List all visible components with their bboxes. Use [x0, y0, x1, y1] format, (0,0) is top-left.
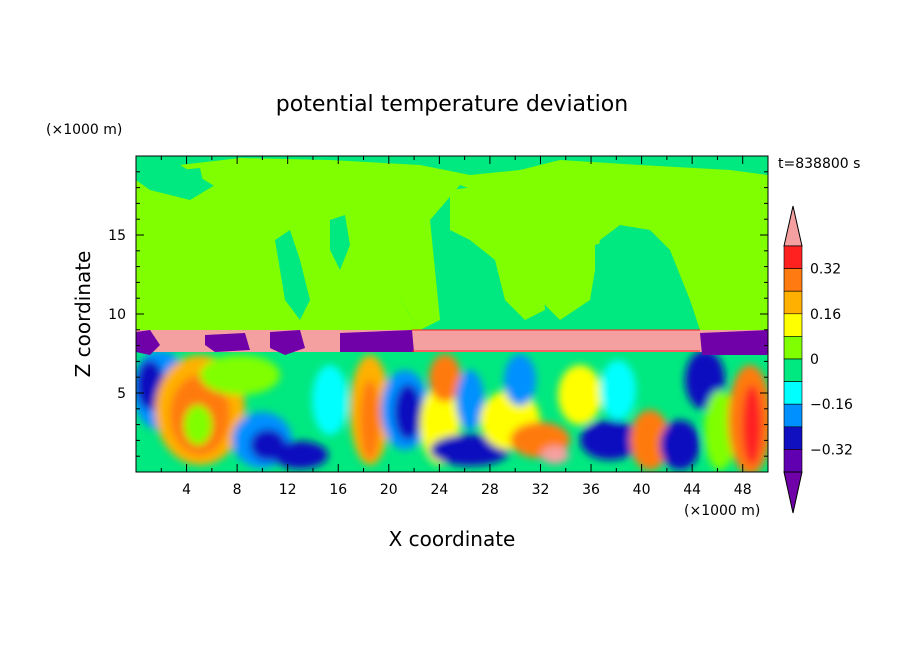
y-axis: 5 10 15 — [108, 171, 768, 457]
x-tick-label: 48 — [734, 482, 752, 498]
x-tick-label: 16 — [329, 482, 347, 498]
y-tick-label: 5 — [117, 386, 126, 402]
x-tick-label: 4 — [182, 482, 191, 498]
colorbar-label: 0.16 — [810, 307, 841, 323]
x-tick-label: 28 — [481, 482, 499, 498]
x-tick-label: 40 — [633, 482, 651, 498]
x-tick-label: 20 — [380, 482, 398, 498]
colorbar-label: −0.32 — [810, 442, 853, 458]
x-tick-label: 44 — [683, 482, 701, 498]
pink-outline — [412, 329, 700, 352]
lower-eddies — [136, 350, 768, 472]
y-axis-label: Z coordinate — [71, 251, 95, 378]
x-tick-label: 8 — [233, 482, 242, 498]
colorbar-label: 0 — [810, 352, 819, 368]
x-tick-label: 12 — [279, 482, 297, 498]
upper-teal-streaks — [180, 168, 615, 320]
colorbar-swatch — [783, 313, 803, 337]
x-tick-label: 24 — [430, 482, 448, 498]
x-tick-label: 36 — [582, 482, 600, 498]
colorbar-swatch — [783, 426, 803, 450]
colorbar-swatch — [783, 245, 803, 269]
colorbar-swatch — [783, 358, 803, 382]
colorbar-swatch — [783, 290, 803, 315]
x-axis: 4 8 12 16 20 24 28 32 36 40 44 48 — [160, 156, 752, 498]
colorbar-label: −0.16 — [810, 397, 853, 413]
colorbar-swatch — [783, 449, 803, 473]
colorbar-swatch — [783, 336, 803, 360]
colorbar-swatch — [783, 403, 803, 428]
y-tick-label: 10 — [108, 307, 126, 323]
x-unit-label: (×1000 m) — [684, 503, 760, 519]
x-tick-label: 32 — [532, 482, 550, 498]
colorbar: 0.32 0.16 0 −0.16 −0.32 — [783, 205, 853, 514]
y-tick-label: 15 — [108, 228, 126, 244]
colorbar-swatch — [783, 381, 803, 405]
colorbar-bottom-arrow — [783, 471, 803, 514]
x-axis-label: X coordinate — [389, 527, 516, 551]
chart-title: potential temperature deviation — [276, 92, 628, 117]
colorbar-top-arrow — [783, 205, 803, 247]
contour-field — [136, 156, 768, 472]
purple-patches — [136, 330, 768, 355]
colorbar-swatch — [783, 268, 803, 292]
time-label: t=838800 s — [778, 156, 860, 172]
colorbar-label: 0.32 — [810, 262, 841, 278]
y-unit-label: (×1000 m) — [46, 122, 122, 138]
